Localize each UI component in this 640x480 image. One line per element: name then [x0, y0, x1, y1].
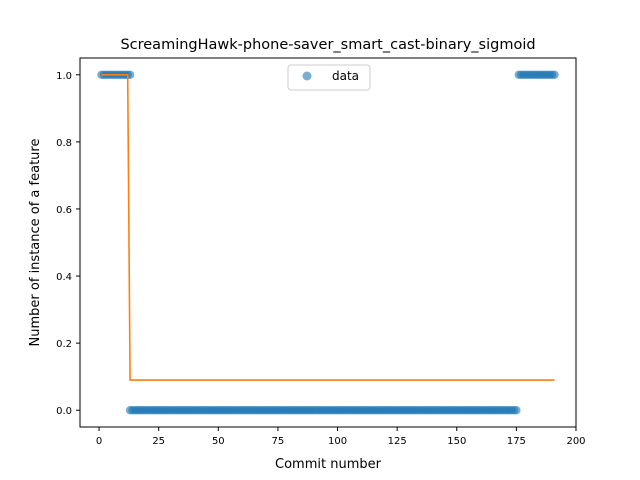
x-tick-label: 50: [212, 436, 225, 447]
y-tick-label: 0.0: [56, 406, 72, 417]
plot-area: [79, 57, 577, 428]
fit-line: [101, 73, 555, 381]
x-axis-title: Commit number: [275, 457, 382, 472]
y-axis-title: Number of instance of a feature: [28, 139, 43, 347]
x-tick-label: 150: [447, 436, 466, 447]
x-tick-label: 125: [388, 436, 407, 447]
legend: data: [287, 64, 371, 91]
legend-label-data: data: [332, 69, 359, 83]
x-tick-label: 0: [96, 436, 102, 447]
y-tick-label: 1.0: [56, 71, 72, 82]
x-tick-label: 175: [507, 436, 526, 447]
y-axis: 0.0 0.2 0.4 0.6 0.8 1.0: [56, 71, 80, 417]
x-tick-label: 100: [328, 436, 347, 447]
y-tick-label: 0.2: [56, 339, 72, 350]
data-point: [512, 406, 521, 415]
y-tick-label: 0.8: [56, 138, 72, 149]
y-tick-label: 0.6: [56, 205, 72, 216]
data-point: [550, 70, 559, 79]
x-tick-label: 75: [272, 436, 285, 447]
series-layer: [97, 70, 559, 415]
x-tick-label: 25: [152, 436, 165, 447]
legend-box: [287, 64, 371, 91]
plot-frame: [79, 57, 577, 428]
x-axis: 0 25 50 75 100 125 150 175 200: [96, 427, 586, 447]
x-tick-label: 200: [566, 436, 585, 447]
y-tick-label: 0.4: [56, 272, 72, 283]
chart-title: ScreamingHawk-phone-saver_smart_cast-bin…: [120, 37, 535, 53]
legend-marker-data: [302, 71, 312, 81]
